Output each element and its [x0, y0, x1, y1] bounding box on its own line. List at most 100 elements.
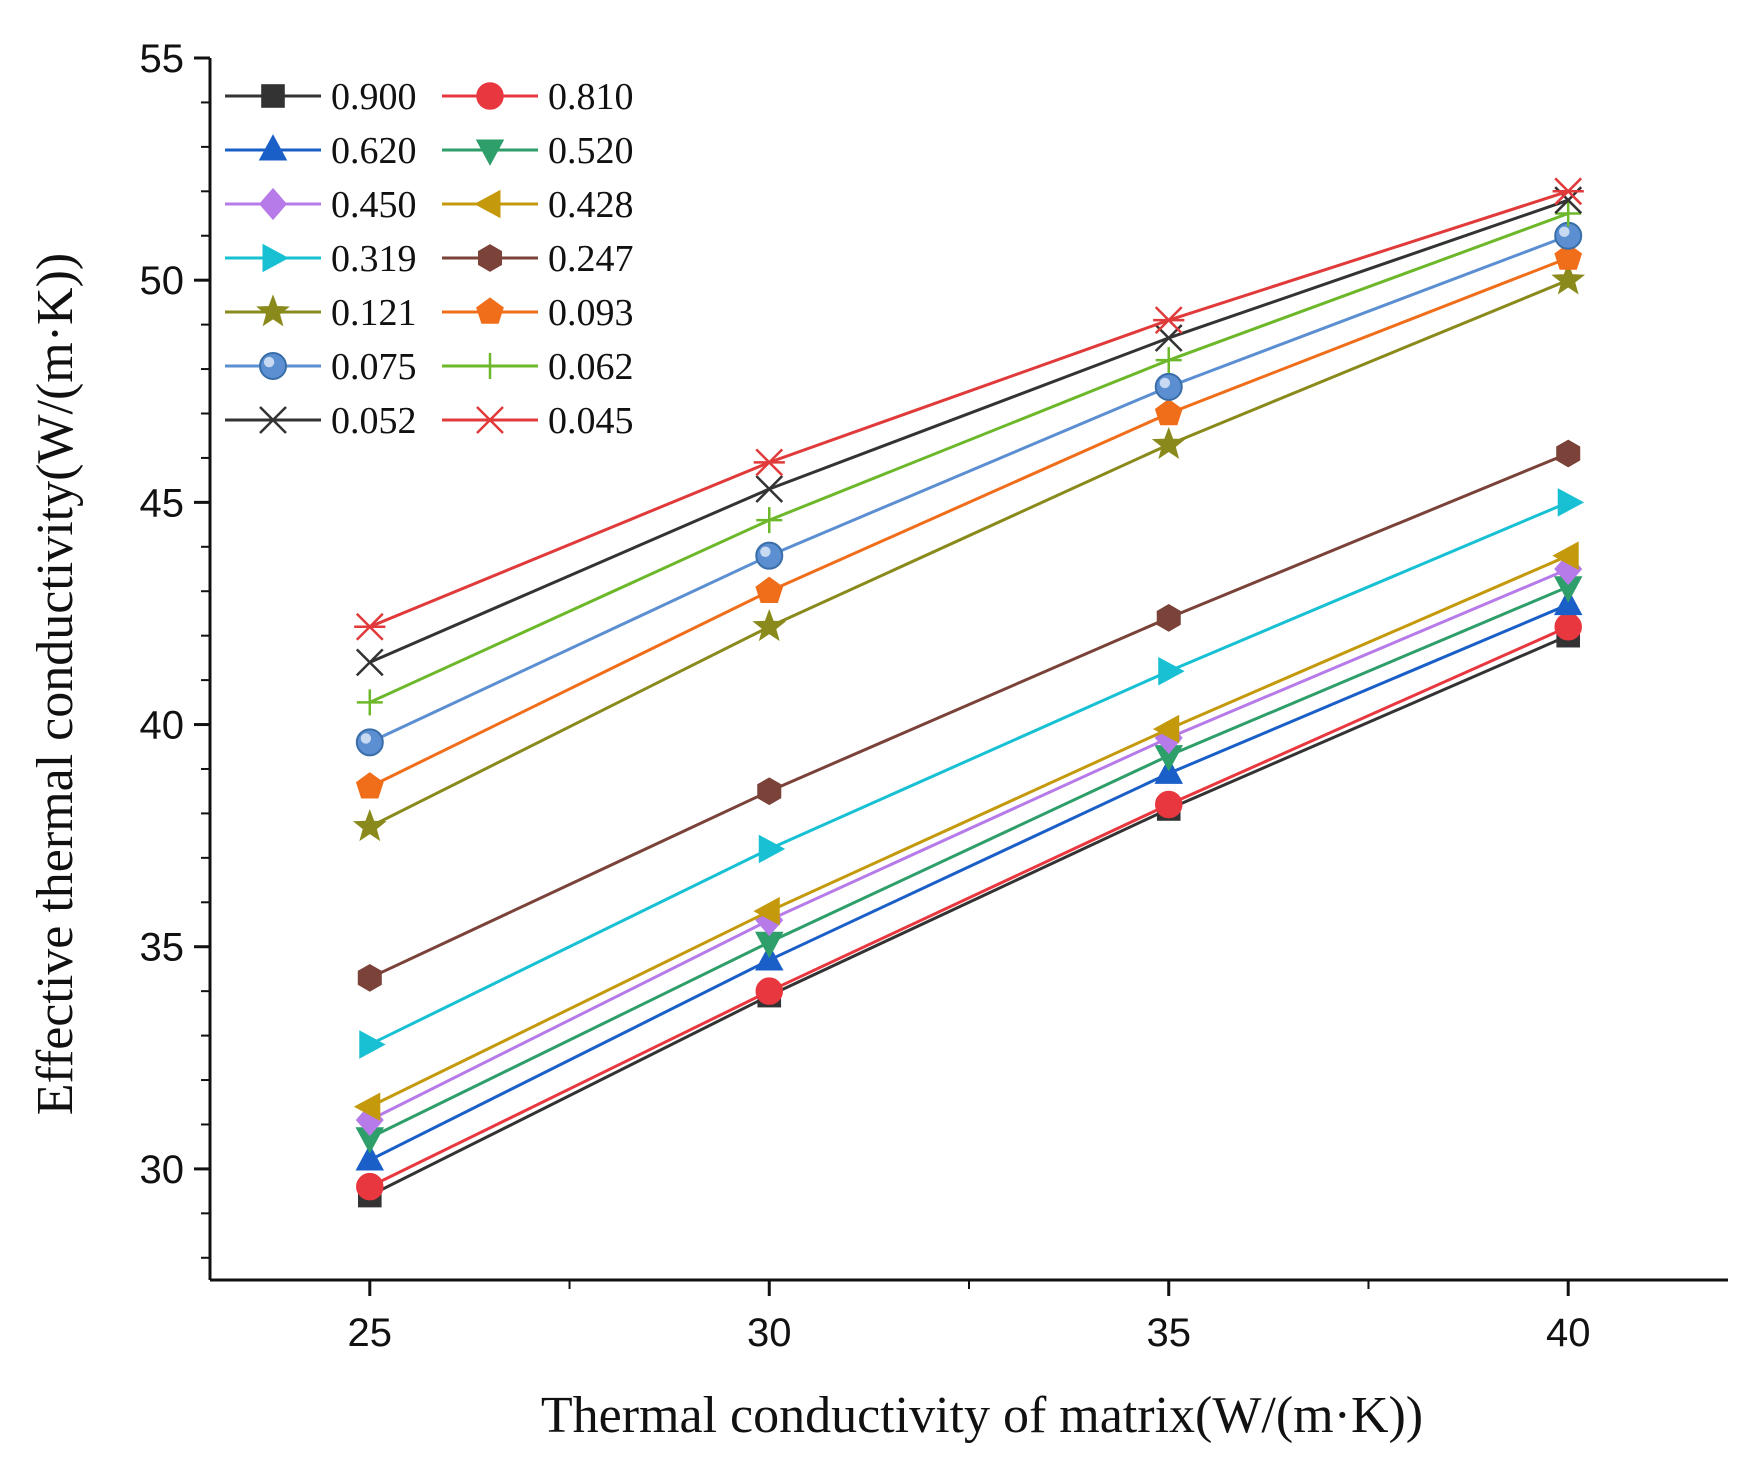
- marker-asterisk: [1552, 177, 1584, 206]
- series-0.319: [359, 488, 1585, 1059]
- marker-circle: [755, 977, 784, 1005]
- marker-star: [752, 609, 787, 642]
- legend-label: 0.520: [548, 130, 634, 172]
- marker-triangle-up: [355, 1144, 385, 1171]
- marker-star: [256, 294, 290, 327]
- series-line: [369, 198, 1569, 664]
- x-axis: 25 30 35 40: [348, 1280, 1591, 1355]
- marker-hexagon: [357, 963, 382, 992]
- series-line: [369, 625, 1569, 1189]
- legend-item: 0.620: [225, 130, 417, 172]
- marker-diamond: [259, 187, 287, 221]
- marker-sphere: [1154, 372, 1183, 401]
- legend-item: 0.052: [225, 400, 417, 442]
- y-tick-label: 55: [140, 37, 185, 81]
- marker-sphere: [355, 728, 384, 757]
- marker-x: [755, 475, 784, 503]
- series-line: [369, 554, 1569, 1109]
- marker-hexagon: [477, 244, 503, 272]
- legend-label: 0.062: [548, 346, 634, 388]
- series-0.052: [355, 186, 1583, 677]
- legend-item: 0.428: [442, 184, 634, 226]
- series-0.045: [354, 177, 1584, 641]
- y-tick-label: 50: [140, 259, 185, 303]
- marker-circle: [356, 1172, 384, 1201]
- legend-item: 0.075: [225, 346, 417, 388]
- marker-pentagon: [755, 576, 784, 604]
- series-line: [369, 189, 1569, 629]
- legend: 0.900 0.810 0.620 0.520 0.450 0.428 0.319 0.247…: [225, 76, 634, 442]
- legend-item: 0.900: [225, 76, 417, 118]
- legend-label: 0.428: [548, 184, 634, 226]
- marker-square: [261, 84, 285, 108]
- marker-plus: [477, 353, 503, 379]
- legend-label: 0.045: [548, 400, 634, 442]
- y-tick-label: 45: [140, 481, 185, 525]
- marker-hexagon: [757, 777, 782, 806]
- marker-triangle-left: [1152, 714, 1180, 744]
- legend-item: 0.062: [442, 346, 634, 388]
- marker-plus: [756, 507, 783, 534]
- series-line: [369, 500, 1569, 1046]
- marker-triangle-left: [753, 896, 780, 926]
- series-line: [369, 634, 1569, 1197]
- marker-pentagon: [1554, 243, 1583, 270]
- marker-triangle-left: [474, 189, 501, 219]
- series-0.620: [355, 588, 1583, 1171]
- marker-circle: [1554, 613, 1582, 641]
- marker-plus: [356, 689, 383, 716]
- x-tick-label: 40: [1546, 1311, 1591, 1355]
- marker-triangle-right: [1158, 656, 1185, 686]
- y-tick-label: 40: [140, 704, 185, 748]
- series-0.428: [353, 541, 1579, 1121]
- marker-x: [259, 406, 287, 434]
- x-tick-label: 30: [747, 1311, 792, 1355]
- legend-label: 0.052: [331, 400, 417, 442]
- x-tick-label: 35: [1146, 1311, 1191, 1355]
- marker-sphere-highlight: [760, 546, 771, 557]
- legend-item: 0.810: [442, 76, 634, 118]
- legend-label: 0.319: [331, 238, 417, 280]
- legend-item: 0.121: [225, 292, 417, 334]
- marker-sphere-highlight: [1559, 226, 1570, 238]
- y-tick-label: 30: [140, 1148, 185, 1192]
- series-0.121: [352, 262, 1586, 842]
- marker-star: [1551, 262, 1586, 295]
- y-tick-label: 35: [140, 926, 185, 970]
- x-tick-label: 25: [348, 1311, 393, 1355]
- marker-sphere: [1554, 221, 1583, 250]
- marker-triangle-down: [475, 139, 505, 166]
- series-line: [369, 452, 1569, 980]
- series-line: [369, 567, 1569, 1122]
- marker-sphere: [259, 352, 287, 380]
- series-line: [369, 212, 1569, 704]
- series-0.450: [355, 552, 1583, 1137]
- legend-label: 0.121: [331, 292, 417, 334]
- plot-area: [208, 58, 1728, 1282]
- marker-triangle-left: [353, 1092, 381, 1121]
- marker-triangle-right: [359, 1030, 386, 1059]
- marker-sphere-highlight: [1159, 377, 1171, 389]
- marker-sphere-highlight: [360, 733, 372, 744]
- marker-triangle-up: [258, 134, 288, 161]
- legend-label: 0.075: [331, 346, 417, 388]
- marker-triangle-right: [262, 243, 289, 273]
- marker-pentagon: [1154, 398, 1183, 426]
- marker-asterisk: [354, 612, 386, 641]
- marker-triangle-right: [758, 834, 786, 864]
- marker-plus: [1555, 200, 1582, 227]
- marker-triangle-right: [1557, 488, 1585, 517]
- series-line: [369, 256, 1569, 789]
- y-axis: 30 35 40 45 50 55: [140, 37, 210, 1259]
- legend-item: 0.045: [442, 400, 634, 442]
- legend-item: 0.520: [442, 130, 634, 172]
- marker-pentagon: [355, 772, 384, 799]
- legend-item: 0.247: [442, 238, 634, 280]
- legend-label: 0.620: [331, 130, 417, 172]
- series-0.093: [355, 243, 1583, 799]
- series-line: [369, 278, 1569, 829]
- x-axis-title: Thermal conductivity of matrix(W/(m·K)): [541, 1387, 1423, 1444]
- marker-hexagon: [1556, 439, 1581, 468]
- series-0.810: [356, 613, 1582, 1201]
